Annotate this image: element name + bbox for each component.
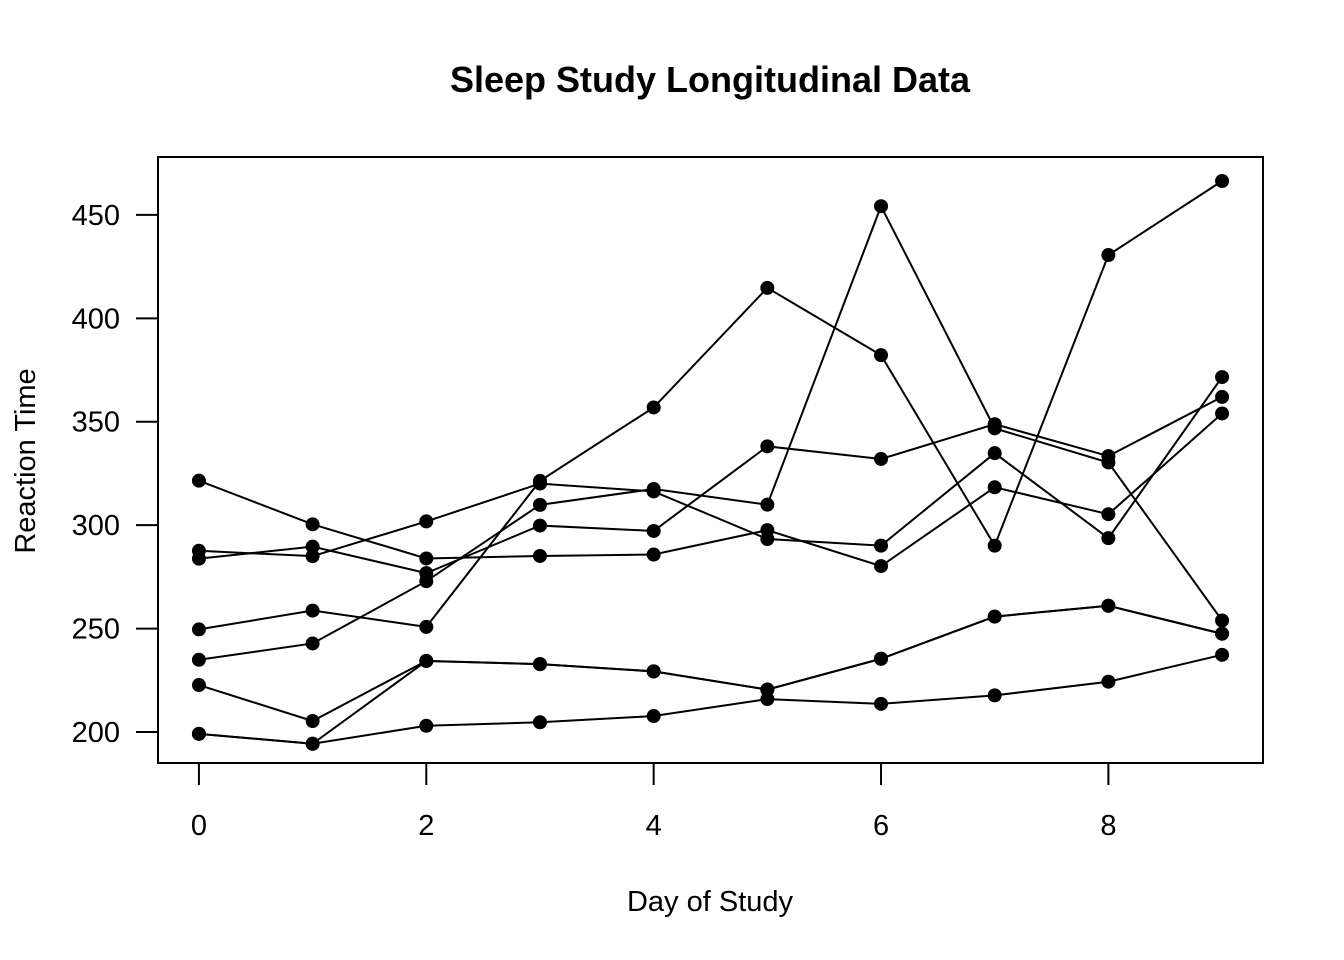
data-point: [305, 736, 320, 751]
data-point: [760, 280, 775, 295]
data-point: [646, 481, 661, 496]
chart-title: Sleep Study Longitudinal Data: [450, 59, 971, 100]
data-point: [532, 548, 547, 563]
data-point: [532, 473, 547, 488]
y-tick-label: 300: [72, 510, 120, 542]
x-tick-label: 4: [646, 810, 662, 842]
data-point: [1215, 613, 1230, 628]
data-point: [532, 715, 547, 730]
series-3: [191, 199, 1230, 667]
series-line: [198, 180, 1223, 631]
data-point: [987, 538, 1002, 553]
series-7: [191, 598, 1230, 751]
data-point: [874, 651, 889, 666]
data-point: [305, 517, 320, 532]
series-group: [191, 173, 1230, 751]
series-line: [198, 396, 1223, 575]
data-point: [305, 603, 320, 618]
y-tick-label: 350: [72, 407, 120, 439]
series-line: [198, 604, 1223, 723]
y-axis: 200 250 300 350 400 450: [72, 200, 159, 749]
data-point: [1215, 173, 1230, 188]
series-line: [198, 203, 1223, 661]
x-tick-label: 8: [1100, 810, 1116, 842]
y-tick-label: 250: [72, 614, 120, 646]
data-point: [1101, 674, 1116, 689]
data-point: [760, 692, 775, 707]
data-point: [1101, 449, 1116, 464]
data-point: [191, 622, 206, 637]
data-point: [419, 718, 434, 733]
series-line: [198, 376, 1223, 558]
data-point: [1101, 248, 1116, 263]
data-point: [874, 559, 889, 574]
series-5: [191, 173, 1230, 637]
data-point: [419, 514, 434, 529]
data-point: [987, 480, 1002, 495]
data-point: [987, 446, 1002, 461]
data-point: [419, 566, 434, 581]
x-axis-label: Day of Study: [627, 886, 794, 918]
series-4: [191, 389, 1230, 581]
data-point: [760, 439, 775, 454]
data-point: [646, 709, 661, 724]
data-point: [874, 199, 889, 214]
series-line: [198, 653, 1223, 745]
data-point: [419, 654, 434, 669]
data-point: [987, 417, 1002, 432]
data-point: [1215, 389, 1230, 404]
data-point: [987, 688, 1002, 703]
data-point: [1215, 626, 1230, 641]
series-8: [191, 647, 1230, 751]
data-point: [1101, 598, 1116, 613]
data-point: [191, 652, 206, 667]
data-point: [987, 609, 1002, 624]
data-point: [646, 547, 661, 562]
data-point: [532, 657, 547, 672]
data-point: [646, 664, 661, 679]
x-tick-label: 0: [191, 810, 207, 842]
x-axis: 0 2 4 6 8: [191, 762, 1116, 842]
data-point: [419, 619, 434, 634]
data-point: [874, 451, 889, 466]
data-point: [532, 497, 547, 512]
data-point: [1215, 406, 1230, 421]
data-point: [191, 726, 206, 741]
data-point: [305, 714, 320, 729]
x-tick-label: 2: [418, 810, 434, 842]
y-tick-label: 200: [72, 717, 120, 749]
data-point: [1101, 531, 1116, 546]
data-point: [191, 678, 206, 693]
data-point: [760, 497, 775, 512]
data-point: [874, 348, 889, 363]
y-tick-label: 400: [72, 303, 120, 335]
series-line: [198, 412, 1223, 568]
y-axis-label: Reaction Time: [10, 368, 42, 553]
data-point: [646, 400, 661, 415]
data-point: [532, 518, 547, 533]
data-point: [191, 473, 206, 488]
data-point: [1215, 370, 1230, 385]
data-point: [646, 523, 661, 538]
data-point: [760, 532, 775, 547]
data-point: [874, 538, 889, 553]
data-point: [1101, 507, 1116, 522]
data-point: [419, 551, 434, 566]
series-6: [191, 598, 1230, 729]
x-tick-label: 6: [873, 810, 889, 842]
data-point: [305, 636, 320, 651]
data-point: [1215, 647, 1230, 662]
y-tick-label: 450: [72, 200, 120, 232]
series-1: [191, 406, 1230, 574]
data-point: [874, 696, 889, 711]
data-point: [191, 551, 206, 566]
data-point: [305, 539, 320, 554]
series-line: [198, 604, 1223, 745]
